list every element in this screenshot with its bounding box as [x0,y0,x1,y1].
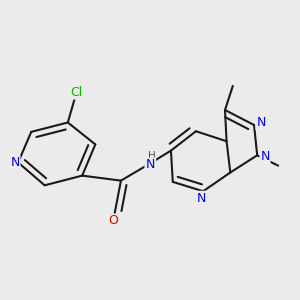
Text: N: N [197,192,206,205]
Text: N: N [260,150,270,164]
Text: N: N [145,158,155,172]
Text: N: N [256,116,266,129]
Text: O: O [108,214,118,227]
Text: H: H [148,151,155,161]
Text: N: N [10,156,20,169]
Text: Cl: Cl [70,86,83,99]
